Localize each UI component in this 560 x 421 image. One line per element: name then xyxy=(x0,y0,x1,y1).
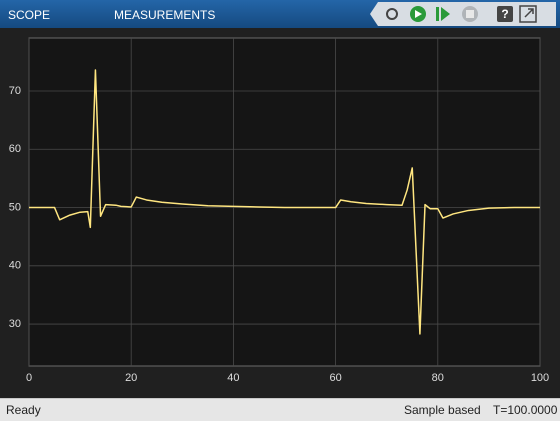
x-tick-label: 20 xyxy=(125,372,137,384)
x-tick-label: 40 xyxy=(227,372,239,384)
status-mode: Sample based xyxy=(404,403,481,417)
x-tick-label: 100 xyxy=(531,372,549,384)
x-tick-label: 60 xyxy=(329,372,341,384)
y-tick-label: 40 xyxy=(9,260,21,272)
status-bar: Ready Sample based T=100.0000 xyxy=(0,398,560,421)
help-icon[interactable]: ? xyxy=(497,6,513,22)
undock-icon[interactable] xyxy=(519,5,537,23)
y-tick-label: 70 xyxy=(9,85,21,97)
scope-tab[interactable]: SCOPE xyxy=(8,8,51,22)
x-tick-label: 0 xyxy=(26,372,32,384)
svg-text:?: ? xyxy=(501,7,508,21)
signal-line xyxy=(29,69,540,335)
chart: 30 40 50 60 70 0 20 40 60 80 100 xyxy=(9,37,549,384)
status-state: Ready xyxy=(6,403,41,417)
measurements-tab[interactable]: MEASUREMENTS xyxy=(114,8,216,22)
x-tick-label: 80 xyxy=(432,372,444,384)
configure-icon[interactable] xyxy=(386,8,398,20)
status-time: T=100.0000 xyxy=(493,403,558,417)
toolbar-icons: ? xyxy=(370,2,556,26)
stop-icon[interactable] xyxy=(462,6,478,22)
plot-area xyxy=(28,37,541,367)
y-tick-label: 60 xyxy=(9,143,21,155)
y-tick-label: 30 xyxy=(9,318,21,330)
y-tick-label: 50 xyxy=(9,201,21,213)
step-icon[interactable] xyxy=(436,7,450,21)
toolbar: SCOPE MEASUREMENTS ? xyxy=(0,0,560,28)
run-icon[interactable] xyxy=(410,6,426,22)
